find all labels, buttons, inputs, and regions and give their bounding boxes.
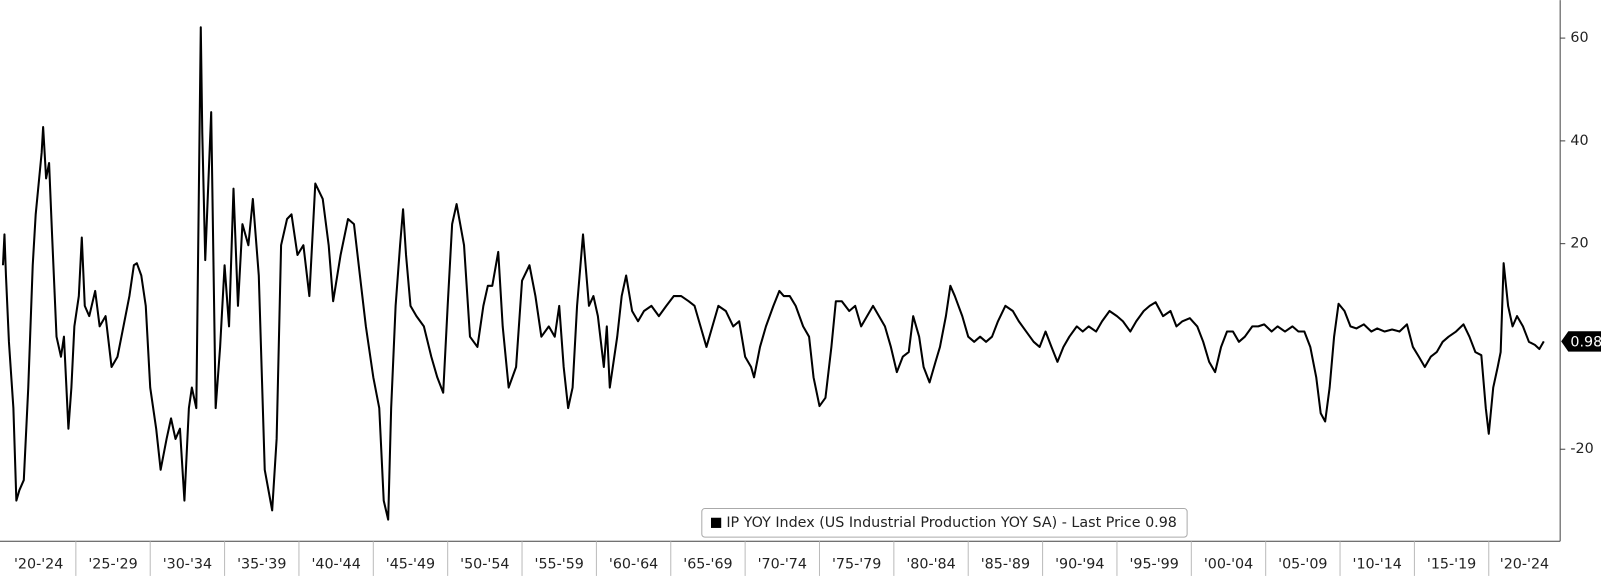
x-tick-label: '25-'29	[88, 557, 137, 573]
x-tick-label: '45-'49	[386, 557, 435, 573]
last-value-label: 0.98	[1570, 334, 1601, 350]
legend-label: IP YOY Index (US Industrial Production Y…	[726, 515, 1177, 531]
x-tick-label: '55-'59	[535, 557, 584, 573]
x-tick-label: '65-'69	[683, 557, 732, 573]
last-value-box	[1561, 331, 1601, 352]
y-tick-label: 20	[1570, 236, 1588, 252]
legend: IP YOY Index (US Industrial Production Y…	[701, 508, 1188, 538]
x-tick-label: '30-'34	[163, 557, 212, 573]
x-tick-label: '95-'99	[1129, 557, 1178, 573]
x-tick-label: '50-'54	[460, 557, 509, 573]
x-tick-label: '85-'89	[981, 557, 1030, 573]
x-tick-label: '75-'79	[832, 557, 881, 573]
x-tick-label: '35-'39	[237, 557, 286, 573]
y-tick-label: 40	[1570, 133, 1588, 149]
x-tick-label: '40-'44	[311, 557, 360, 573]
x-tick-label: '90-'94	[1055, 557, 1104, 573]
x-tick-label: '80-'84	[906, 557, 955, 573]
x-tick-label: '10-'14	[1353, 557, 1402, 573]
y-tick-label: 60	[1570, 30, 1588, 46]
legend-swatch	[711, 517, 722, 528]
x-tick-label: '05-'09	[1278, 557, 1327, 573]
x-tick-label: '20-'24	[14, 557, 63, 573]
legend-box	[701, 508, 1188, 538]
x-tick-label: '00-'04	[1204, 557, 1253, 573]
series-line	[1, 26, 1545, 521]
x-tick-label: '20-'24	[1500, 557, 1549, 573]
x-tick-label: '15-'19	[1427, 557, 1476, 573]
x-tick-label: '70-'74	[758, 557, 807, 573]
y-tick-label: -20	[1570, 441, 1593, 457]
x-tick-label: '60-'64	[609, 557, 658, 573]
